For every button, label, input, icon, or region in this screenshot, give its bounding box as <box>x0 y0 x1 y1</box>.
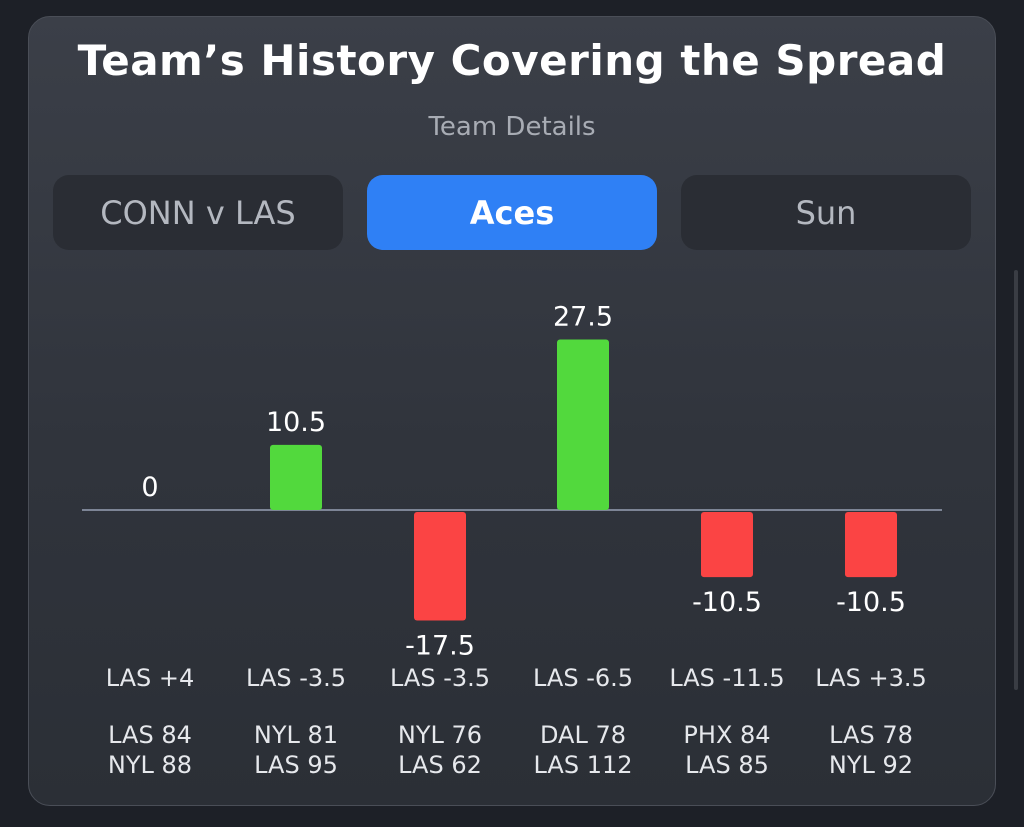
scrollbar[interactable] <box>1014 270 1018 690</box>
value-label-5: -10.5 <box>692 587 762 618</box>
value-label-4: 27.5 <box>553 302 613 333</box>
page-title: Team’s History Covering the Spread <box>77 36 947 85</box>
spread-history-card <box>28 16 996 806</box>
bar-3 <box>414 512 466 621</box>
bar-5 <box>701 512 753 578</box>
value-label-3: -17.5 <box>405 631 475 662</box>
page-subtitle: Team Details <box>428 112 596 142</box>
tab-aces[interactable]: Aces <box>367 175 657 250</box>
bar-6 <box>845 512 897 578</box>
tab-sun[interactable]: Sun <box>681 175 971 250</box>
value-label-1: 0 <box>141 472 158 503</box>
tab-matchup[interactable]: CONN v LAS <box>53 175 343 250</box>
bar-4 <box>557 339 609 510</box>
value-label-2: 10.5 <box>266 407 326 438</box>
bar-2 <box>270 444 322 510</box>
value-label-6: -10.5 <box>836 587 906 618</box>
